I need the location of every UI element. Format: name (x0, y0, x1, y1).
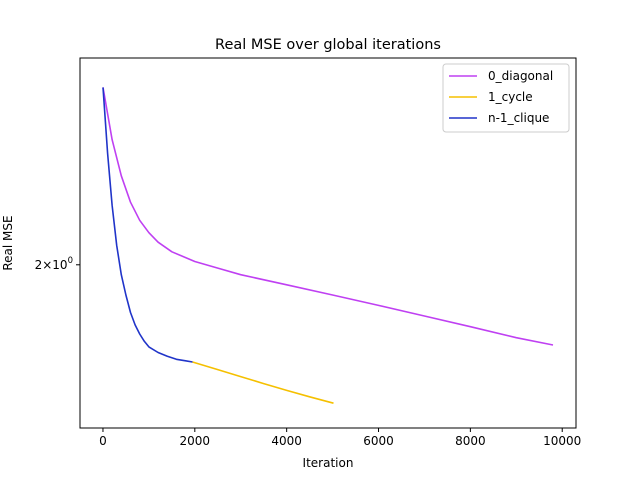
legend-label-n-1_clique: n-1_clique (488, 111, 549, 125)
x-tick-label: 2000 (180, 434, 211, 448)
y-axis-label: Real MSE (1, 215, 15, 270)
x-axis-label: Iteration (303, 456, 354, 470)
x-tick-label: 6000 (363, 434, 394, 448)
x-tick-label: 8000 (455, 434, 486, 448)
legend-label-1_cycle: 1_cycle (488, 90, 533, 104)
x-tick-label: 4000 (271, 434, 302, 448)
legend-label-0_diagonal: 0_diagonal (488, 69, 553, 83)
x-tick-label: 10000 (543, 434, 581, 448)
legend: 0_diagonal 1_cycle n-1_clique (443, 64, 569, 132)
x-tick-label: 0 (99, 434, 107, 448)
y-tick-label: 2×100 (35, 256, 73, 272)
chart-title: Real MSE over global iterations (215, 37, 441, 53)
